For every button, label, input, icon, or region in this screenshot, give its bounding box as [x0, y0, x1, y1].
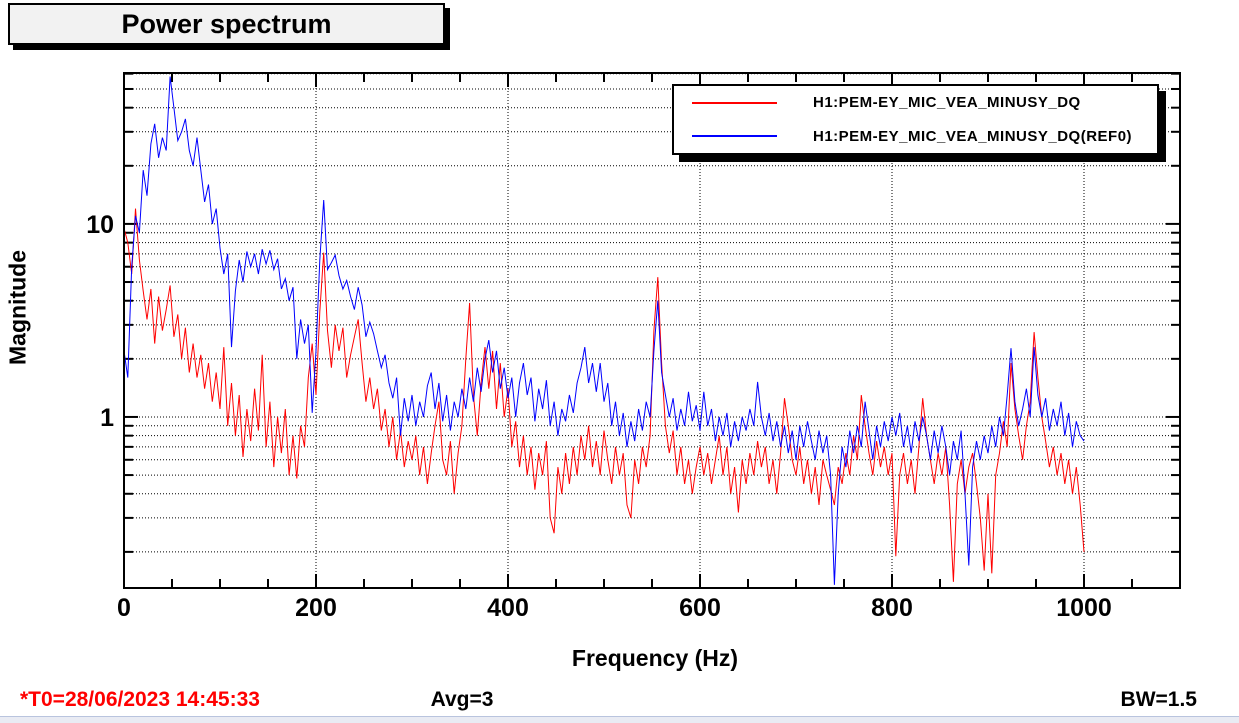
- x-tick-label: 1000: [1056, 594, 1112, 622]
- plot-border: [123, 72, 1181, 589]
- legend-label-reference: H1:PEM-EY_MIC_VEA_MINUSY_DQ(REF0): [813, 127, 1133, 145]
- averages-count: Avg=3: [430, 688, 494, 711]
- legend-entry-reference: H1:PEM-EY_MIC_VEA_MINUSY_DQ(REF0): [674, 120, 1157, 153]
- legend-entry-current: H1:PEM-EY_MIC_VEA_MINUSY_DQ: [674, 86, 1157, 119]
- legend-label-current: H1:PEM-EY_MIC_VEA_MINUSY_DQ: [813, 94, 1081, 112]
- y-axis-title: Magnitude: [4, 250, 31, 365]
- x-tick-label: 0: [117, 594, 131, 622]
- x-tick-label: 600: [679, 594, 721, 622]
- plot-title-box: Power spectrum: [8, 3, 445, 45]
- trace-reference: [123, 76, 1085, 585]
- bottom-window-edge: [0, 716, 1239, 723]
- plot-title: Power spectrum: [121, 8, 332, 39]
- legend-line-blue-icon: [692, 135, 777, 138]
- x-axis-title: Frequency (Hz): [571, 645, 739, 671]
- legend: H1:PEM-EY_MIC_VEA_MINUSY_DQ H1:PEM-EY_MI…: [672, 84, 1159, 155]
- x-tick-label: 200: [295, 594, 337, 622]
- legend-line-red-icon: [692, 101, 777, 104]
- x-tick-label: 400: [487, 594, 529, 622]
- x-tick-label: 800: [871, 594, 913, 622]
- bandwidth-value: BW=1.5: [1120, 688, 1197, 711]
- trace-current: [123, 208, 1085, 582]
- y-tick-label: 10: [86, 211, 114, 239]
- y-tick-label: 1: [100, 404, 114, 432]
- t0-timestamp: *T0=28/06/2023 14:45:33: [20, 688, 260, 711]
